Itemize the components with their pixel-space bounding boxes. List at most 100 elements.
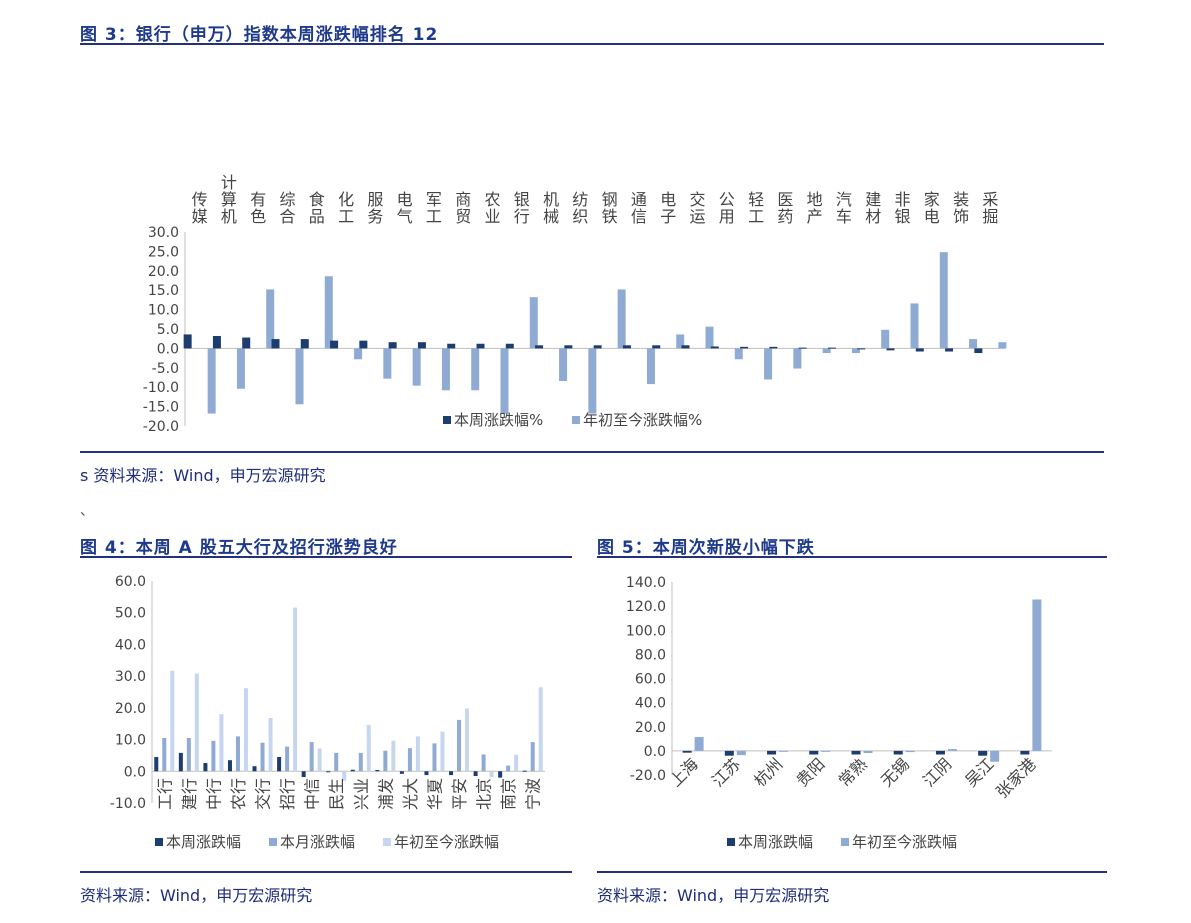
fig3-category-label: 子 bbox=[660, 207, 676, 226]
fig3-category-label: 军 bbox=[426, 190, 442, 209]
fig3-category-label: 非 bbox=[894, 190, 910, 209]
fig4-bar bbox=[326, 771, 331, 773]
fig3-bar bbox=[271, 339, 280, 349]
fig3-title: 图 3：银行（申万）指数本周涨跌幅排名 12 bbox=[80, 25, 439, 45]
fig4-bar bbox=[514, 754, 519, 772]
fig4-ytick: 0.0 bbox=[124, 764, 146, 780]
fig5-bar bbox=[694, 737, 704, 751]
fig3-bar bbox=[734, 348, 743, 360]
fig5-bar bbox=[767, 750, 777, 755]
fig3-category-label: 气 bbox=[397, 207, 413, 226]
fig3-bar bbox=[207, 348, 216, 414]
fig4-bar bbox=[358, 752, 363, 772]
fig3-category-label: 织 bbox=[572, 207, 588, 226]
fig4-category-label: 民生 bbox=[327, 778, 346, 810]
fig4-bar bbox=[350, 769, 355, 772]
fig3-bar bbox=[798, 347, 807, 349]
fig5-ytick: -20.0 bbox=[630, 768, 666, 784]
fig5-ytick: 60.0 bbox=[635, 672, 666, 688]
fig4-bar bbox=[162, 737, 167, 772]
fig3-category-label: 农 bbox=[484, 190, 500, 209]
fig5-bar bbox=[905, 750, 915, 753]
fig3-category-label: 产 bbox=[807, 207, 823, 226]
fig4-ytick: 40.0 bbox=[115, 637, 146, 653]
fig5-category-label: 江苏 bbox=[708, 754, 744, 790]
fig3-bar bbox=[588, 348, 597, 414]
fig3-bar bbox=[183, 334, 192, 349]
fig4-category-label: 农行 bbox=[229, 778, 248, 810]
fig5-bar bbox=[863, 750, 873, 754]
fig3-bar bbox=[939, 252, 948, 349]
fig4-bar bbox=[432, 743, 437, 772]
fig3-category-label: 医 bbox=[777, 190, 793, 209]
fig3-category-label: 掘 bbox=[982, 207, 998, 226]
fig3-category-label: 汽 bbox=[836, 190, 852, 209]
fig3-category-label: 化 bbox=[338, 190, 354, 209]
fig3-ytick: 10.0 bbox=[148, 303, 179, 319]
fig4-bar bbox=[481, 754, 486, 772]
fig4-category-label: 工行 bbox=[155, 778, 174, 810]
fig4-bar bbox=[203, 763, 208, 772]
fig3-bar bbox=[559, 348, 568, 381]
fig4-category-label: 华夏 bbox=[425, 778, 444, 810]
fig4-bar bbox=[391, 740, 396, 772]
fig3-bar bbox=[593, 345, 602, 349]
fig3-category-label: 材 bbox=[865, 207, 881, 226]
fig4-bar bbox=[194, 673, 199, 772]
fig3-category-label: 行 bbox=[514, 207, 530, 226]
fig4-bar bbox=[457, 719, 462, 772]
fig3-ytick: 20.0 bbox=[148, 264, 179, 280]
fig3-bar bbox=[915, 348, 924, 352]
fig3-bar bbox=[769, 346, 778, 349]
stray-mark: 、 bbox=[80, 503, 94, 519]
fig4-bar bbox=[186, 737, 191, 772]
fig4-category-label: 北京 bbox=[475, 778, 494, 810]
fig3-category-label: 务 bbox=[367, 207, 383, 226]
fig3-category-label: 轻 bbox=[748, 190, 764, 209]
fig4-bar bbox=[473, 771, 478, 777]
fig3-bar bbox=[441, 348, 450, 391]
fig4-bar bbox=[277, 757, 282, 772]
fig4-bar bbox=[334, 752, 339, 772]
fig4-bar bbox=[260, 742, 265, 772]
fig3-category-label: 药 bbox=[777, 207, 793, 226]
fig4-bar bbox=[309, 742, 314, 772]
fig3-bar bbox=[236, 348, 245, 389]
fig3-category-label: 工 bbox=[338, 207, 354, 226]
fig4-bar bbox=[489, 771, 494, 777]
fig5-bar bbox=[990, 750, 1000, 762]
fig3-bar bbox=[417, 342, 426, 349]
fig5-bar bbox=[724, 750, 734, 756]
fig4-ytick: 20.0 bbox=[115, 701, 146, 717]
fig3-bar bbox=[330, 340, 339, 349]
fig5-category-label: 张家港 bbox=[992, 754, 1039, 801]
fig3-bar bbox=[646, 348, 655, 385]
fig3-bar bbox=[359, 340, 368, 349]
fig4-bar bbox=[235, 736, 240, 772]
fig3-bar bbox=[383, 348, 392, 379]
fig4-category-label: 中信 bbox=[303, 778, 322, 810]
fig3-legend-swatch bbox=[443, 416, 451, 424]
fig5-ytick: 140.0 bbox=[626, 575, 666, 591]
fig3-bar bbox=[969, 339, 978, 349]
fig3-category-label: 工 bbox=[426, 207, 442, 226]
fig5-bar bbox=[947, 749, 957, 751]
fig4-title: 图 4：本周 A 股五大行及招行涨势良好 bbox=[80, 538, 398, 558]
fig3-bar bbox=[851, 348, 860, 354]
fig5-ytick: 120.0 bbox=[626, 599, 666, 615]
fig4-legend-swatch bbox=[155, 838, 163, 846]
fig5-category-label: 上海 bbox=[666, 754, 702, 790]
fig3-bar bbox=[535, 345, 544, 349]
fig3-bar bbox=[212, 335, 221, 349]
fig5-legend-swatch bbox=[841, 838, 849, 846]
fig3-category-label: 媒 bbox=[192, 207, 208, 226]
fig4-bar bbox=[285, 746, 290, 772]
fig4-bar bbox=[301, 771, 306, 777]
fig5-category-label: 吴江 bbox=[961, 754, 997, 790]
fig4-bar bbox=[449, 771, 454, 776]
fig5-bar bbox=[682, 750, 692, 753]
fig5-category-label: 杭州 bbox=[750, 754, 786, 790]
fig3-category-label: 服 bbox=[367, 190, 383, 209]
fig4-legend-label: 年初至今涨跌幅 bbox=[394, 833, 499, 851]
fig3-category-label: 工 bbox=[748, 207, 764, 226]
